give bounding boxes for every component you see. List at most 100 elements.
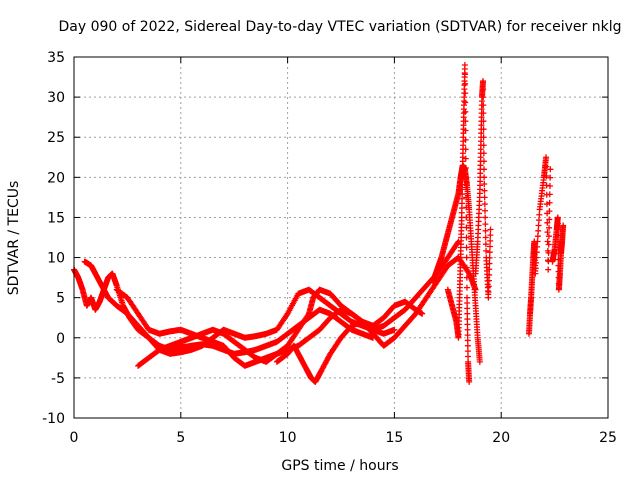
data-point [545,266,552,273]
data-point [481,187,488,194]
chart-title: Day 090 of 2022, Sidereal Day-to-day VTE… [59,19,622,35]
data-point [482,221,489,228]
data-point [462,146,469,153]
data-point [560,222,567,229]
data-point [487,226,494,233]
data-point [545,241,552,248]
data-point [482,227,489,234]
data-point [465,353,472,360]
data-point [546,183,553,190]
data-point [482,234,489,241]
series-arc-e [273,298,426,385]
y-tick-label: 15 [47,210,65,226]
data-point [485,294,492,301]
data-point [464,337,471,344]
data-point [483,247,490,254]
x-tick-label: 25 [599,430,617,446]
data-point [486,254,493,261]
data-point [480,110,487,117]
y-tick-label: 25 [47,130,65,146]
x-tick-label: 20 [492,430,510,446]
y-tick-label: 20 [47,170,65,186]
data-point [543,163,550,170]
data-point [535,217,542,224]
data-point [534,233,541,240]
data-point [462,155,469,162]
data-point [463,244,470,251]
data-point [480,134,487,141]
data-point [464,342,471,349]
data-point [544,219,551,226]
data-point [485,283,492,290]
data-point [463,234,470,241]
data-point [462,174,469,181]
grid-lines [74,57,608,418]
data-point [464,321,471,328]
data-point [464,305,471,312]
data-point [486,260,493,267]
y-tick-labels: -10 -5 0 5 10 15 20 25 30 35 [42,50,65,427]
data-point [545,249,552,256]
data-point [462,164,469,171]
data-point [464,348,471,355]
data-point [547,174,554,181]
data-point [546,199,553,206]
data-point [543,172,550,179]
data-point [464,310,471,317]
data-point [480,150,487,157]
data-point [419,310,426,317]
series-arc-j [549,214,567,293]
data-point [480,78,487,85]
data-point [466,378,473,385]
data-point [463,264,470,271]
data-point [463,204,470,211]
data-point [463,274,470,281]
data-point [482,241,489,248]
data-point [534,238,541,245]
x-tick-labels: 0 5 10 15 20 25 [70,430,617,446]
data-point [480,158,487,165]
x-axis-label: GPS time / hours [281,458,398,474]
series-arc-i [525,154,554,337]
data-point [463,214,470,221]
data-point [462,80,469,87]
data-point [546,191,553,198]
y-tick-label: -10 [42,411,65,427]
data-point [547,166,554,173]
data-point [481,166,488,173]
data-point [463,194,470,201]
data-point [544,229,551,236]
data-point [546,208,553,215]
x-tick-label: 10 [279,430,297,446]
data-point [480,102,487,109]
series-arc-h [472,78,494,301]
data-point [533,259,540,266]
y-tick-label: 0 [56,331,65,347]
data-point [486,249,493,256]
data-point [487,232,494,239]
data-point [463,284,470,291]
data-point [482,214,489,221]
data-point [533,249,540,256]
data-point [462,136,469,143]
data-point [461,62,468,69]
data-point [462,108,469,115]
series-arc-b [81,258,398,357]
data-point [464,316,471,323]
data-point [487,237,494,244]
data-point [462,118,469,125]
data-point [454,239,461,246]
data-point [546,224,553,231]
x-tick-label: 15 [385,430,403,446]
x-tick-label: 5 [176,430,185,446]
data-point [544,238,551,245]
data-point [486,266,493,273]
data-point [543,154,550,161]
data-point [464,294,471,301]
data-point [543,182,550,189]
data-point [391,326,398,333]
data-point [532,265,539,272]
data-point [462,99,469,106]
data-point [486,243,493,250]
data-point [464,326,471,333]
